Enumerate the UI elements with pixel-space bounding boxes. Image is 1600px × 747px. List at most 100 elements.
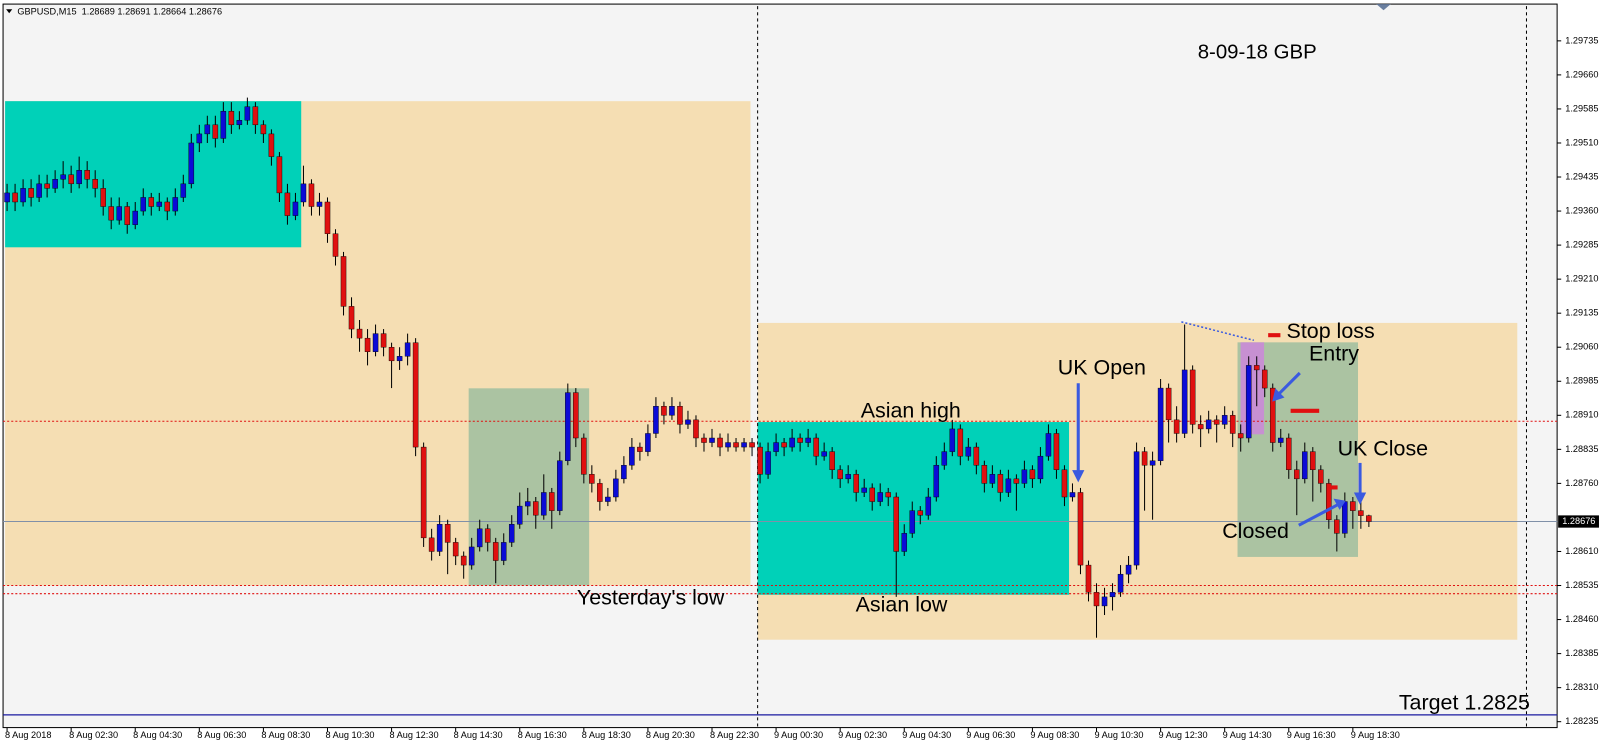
candle [749,438,755,457]
candle [677,401,683,434]
levels [3,420,1558,716]
candle [500,533,507,566]
x-tick-label: 9 Aug 18:30 [1351,730,1400,740]
candle [1245,356,1252,443]
x-tick-label: 8 Aug 08:30 [261,730,310,740]
x-tick-label: 9 Aug 14:30 [1223,730,1272,740]
candle-body [1350,501,1356,511]
candle-body [605,496,611,502]
candle-body [204,124,211,135]
candle-body [845,474,851,480]
candle [1045,424,1052,461]
candle [316,192,323,216]
candle [989,465,996,488]
candle [653,397,659,439]
candle-body [1269,387,1276,443]
candle [1334,515,1340,552]
candle-body [565,392,571,461]
candle [1181,324,1188,439]
candle-body [428,537,435,552]
candle [220,102,227,143]
candle-body [28,188,34,198]
candle [1358,501,1364,529]
candle [589,465,595,493]
candle-body [773,442,779,452]
x-tick-label: 8 Aug 2018 [5,730,51,740]
candle [533,497,539,529]
candle [949,419,956,457]
candle [1109,583,1116,611]
candle [324,197,331,243]
candle-body [1253,365,1260,371]
candle [1205,410,1212,434]
candle [765,442,771,479]
candle-body [1045,433,1052,457]
candle [1013,474,1020,511]
x-tick-label: 8 Aug 22:30 [710,730,759,740]
candle-body [364,337,371,352]
y-tick-label: 1.29585 [1565,103,1598,113]
candle-body [869,487,875,502]
candle [1093,583,1100,638]
candle [837,465,843,488]
candle [132,201,138,230]
candle-body [885,492,891,498]
candle [332,229,339,266]
candle [581,433,587,484]
candle-body [1117,573,1124,593]
candle [1189,365,1196,434]
candle-body [468,546,475,566]
candle-body [1294,469,1300,480]
asian-box [757,422,1070,595]
candle [52,170,58,193]
candle [1165,383,1172,443]
candle-body [749,442,755,448]
candle [388,342,395,389]
candle-body [140,197,147,212]
candle-body [1197,424,1204,430]
candle-body [84,170,90,180]
candle [524,487,531,516]
candle-body [789,437,795,448]
candle-body [188,142,195,185]
candle-body [925,496,932,516]
candle [741,438,747,452]
candle-body [420,446,427,539]
candle-body [693,419,699,439]
candle-body [533,501,539,516]
candle [44,174,50,198]
candle-body [252,106,259,126]
candle-body [500,542,507,561]
annotation: UK Close [1338,436,1429,460]
candle-body [717,437,723,448]
candle-body [741,442,747,448]
annotation: Asian high [861,398,961,422]
candle [4,183,10,212]
candle-body [452,542,459,557]
annotation: Stop loss [1287,319,1375,343]
candle-body [396,356,403,362]
annotation: 8-09-18 GBP [1198,42,1317,64]
candle-body [1342,501,1348,534]
candle [661,401,667,425]
candle-body [957,428,964,457]
candle [605,487,611,507]
candle [1310,447,1316,502]
candle-body [1277,437,1284,443]
x-tick-label: 9 Aug 08:30 [1030,730,1079,740]
y-tick-label: 1.28535 [1565,580,1598,590]
entry-box [1240,342,1265,435]
arrow-head [1072,470,1085,483]
candle-body [1326,483,1332,520]
candle [100,179,106,216]
candle-body [156,201,163,207]
candles [4,97,1372,638]
candle [492,537,499,584]
candle [645,424,651,457]
candle-body [1310,451,1316,470]
candle [1229,410,1236,448]
candle [541,474,547,520]
candle-body [300,183,307,203]
